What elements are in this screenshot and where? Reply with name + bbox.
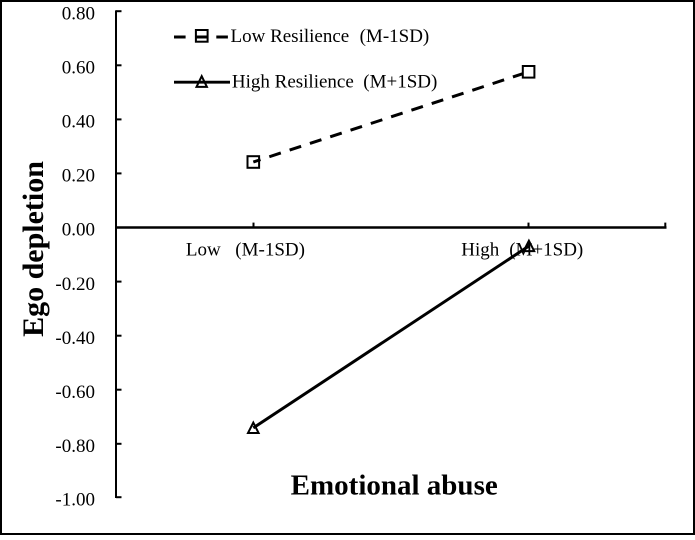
svg-text:Low: Low xyxy=(186,239,221,260)
svg-text:0.40: 0.40 xyxy=(62,112,95,133)
svg-text:High Resilience: High Resilience xyxy=(232,72,354,93)
svg-text:-0.60: -0.60 xyxy=(55,382,95,403)
svg-text:0.60: 0.60 xyxy=(62,58,95,79)
svg-text:-0.20: -0.20 xyxy=(55,274,95,295)
svg-text:High: High xyxy=(461,239,500,260)
svg-text:Ego depletion: Ego depletion xyxy=(17,161,50,337)
svg-text:(M-1SD): (M-1SD) xyxy=(360,26,430,47)
svg-text:Emotional abuse: Emotional abuse xyxy=(291,470,498,502)
svg-text:Low Resilience: Low Resilience xyxy=(231,26,350,47)
svg-text:0.00: 0.00 xyxy=(62,220,95,241)
svg-text:-1.00: -1.00 xyxy=(55,489,95,510)
svg-text:(M+1SD): (M+1SD) xyxy=(363,72,437,93)
svg-text:-0.80: -0.80 xyxy=(55,436,95,457)
svg-text:-0.40: -0.40 xyxy=(55,328,95,349)
svg-text:0.80: 0.80 xyxy=(62,3,95,24)
svg-text:(M-1SD): (M-1SD) xyxy=(235,239,305,260)
svg-text:0.20: 0.20 xyxy=(62,166,95,187)
